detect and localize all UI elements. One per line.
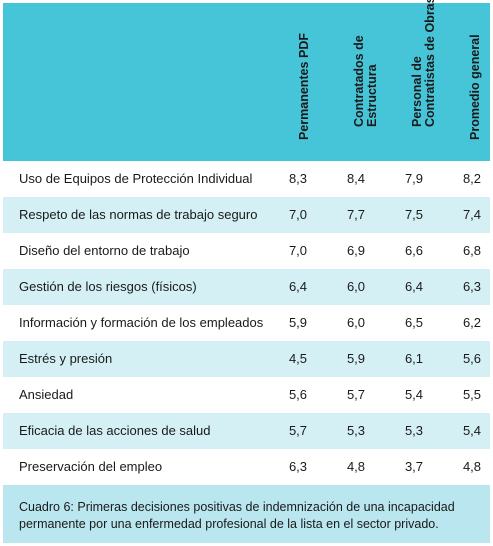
column-header-promedio: Promedio general — [439, 3, 493, 161]
caption-text: Cuadro 6: Primeras decisiones positivas … — [19, 500, 455, 531]
table-cell: 5,4 — [462, 423, 482, 438]
table-row: Estrés y presión 4,5 5,9 6,1 5,6 — [3, 341, 490, 377]
table-row: Respeto de las normas de trabajo seguro 7… — [3, 197, 490, 233]
table-cell: 6,0 — [346, 315, 366, 330]
column-header-label: Permanentes PDF — [297, 33, 311, 140]
table-cell: 5,6 — [288, 387, 308, 402]
table-row: Uso de Equipos de Protección Individual 8… — [3, 161, 490, 197]
table-row: Información y formación de los empleados… — [3, 305, 490, 341]
table-cell: 7,0 — [288, 207, 308, 222]
row-label: Uso de Equipos de Protección Individual — [19, 171, 253, 186]
column-header-contratados: Contratados de Estructura — [323, 3, 383, 161]
table-row: Diseño del entorno de trabajo 7,0 6,9 6,6 6,… — [3, 233, 490, 269]
table-cell: 6,4 — [404, 279, 424, 294]
row-label: Diseño del entorno de trabajo — [19, 243, 190, 258]
table-cell: 4,8 — [462, 459, 482, 474]
table-caption: Cuadro 6: Primeras decisiones positivas … — [3, 485, 490, 543]
table-cell: 7,5 — [404, 207, 424, 222]
table-cell: 7,9 — [404, 171, 424, 186]
table-cell: 4,8 — [346, 459, 366, 474]
table-header: Permanentes PDF Contratados de Estructur… — [3, 0, 493, 161]
table-row: Eficacia de las acciones de salud 5,7 5,3 5… — [3, 413, 490, 449]
table-cell: 5,7 — [346, 387, 366, 402]
table-cell: 6,0 — [346, 279, 366, 294]
table-cell: 5,7 — [288, 423, 308, 438]
table-cell: 6,5 — [404, 315, 424, 330]
column-header-label: Promedio general — [468, 34, 482, 140]
row-label: Estrés y presión — [19, 351, 113, 366]
table-cell: 6,3 — [462, 279, 482, 294]
table-row: Preservación del empleo 6,3 4,8 3,7 4,8 — [3, 449, 490, 485]
table-cell: 5,3 — [404, 423, 424, 438]
table-cell: 6,8 — [462, 243, 482, 258]
table-cell: 5,9 — [288, 315, 308, 330]
table-cell: 5,3 — [346, 423, 366, 438]
column-header-label: Personal de Contratistas de Obras — [410, 0, 437, 127]
table-cell: 6,9 — [346, 243, 366, 258]
row-label: Respeto de las normas de trabajo seguro — [19, 207, 258, 222]
table-cell: 7,0 — [288, 243, 308, 258]
table-cell: 8,4 — [346, 171, 366, 186]
table-cell: 6,1 — [404, 351, 424, 366]
table-cell: 6,2 — [462, 315, 482, 330]
table-cell: 8,3 — [288, 171, 308, 186]
column-header-label: Contratados de Estructura — [352, 35, 379, 127]
table-cell: 4,5 — [288, 351, 308, 366]
table-cell: 5,4 — [404, 387, 424, 402]
table-cell: 7,4 — [462, 207, 482, 222]
row-label: Gestión de los riesgos (físicos) — [19, 279, 197, 294]
table-cell: 6,3 — [288, 459, 308, 474]
table-cell: 5,9 — [346, 351, 366, 366]
table-cell: 8,2 — [462, 171, 482, 186]
table-cell: 6,4 — [288, 279, 308, 294]
table-row: Gestión de los riesgos (físicos) 6,4 6,0 6,… — [3, 269, 490, 305]
column-header-permanentes: Permanentes PDF — [268, 3, 328, 161]
data-table: Permanentes PDF Contratados de Estructur… — [3, 0, 493, 543]
row-label: Eficacia de las acciones de salud — [19, 423, 211, 438]
table-cell: 3,7 — [404, 459, 424, 474]
table-cell: 5,5 — [462, 387, 482, 402]
table-cell: 6,6 — [404, 243, 424, 258]
column-header-contratistas: Personal de Contratistas de Obras — [381, 0, 441, 161]
row-label: Preservación del empleo — [19, 459, 163, 474]
row-label: Ansiedad — [19, 387, 74, 402]
table-cell: 5,6 — [462, 351, 482, 366]
table-row: Ansiedad 5,6 5,7 5,4 5,5 — [3, 377, 490, 413]
row-label: Información y formación de los empleados — [19, 315, 264, 330]
table-cell: 7,7 — [346, 207, 366, 222]
